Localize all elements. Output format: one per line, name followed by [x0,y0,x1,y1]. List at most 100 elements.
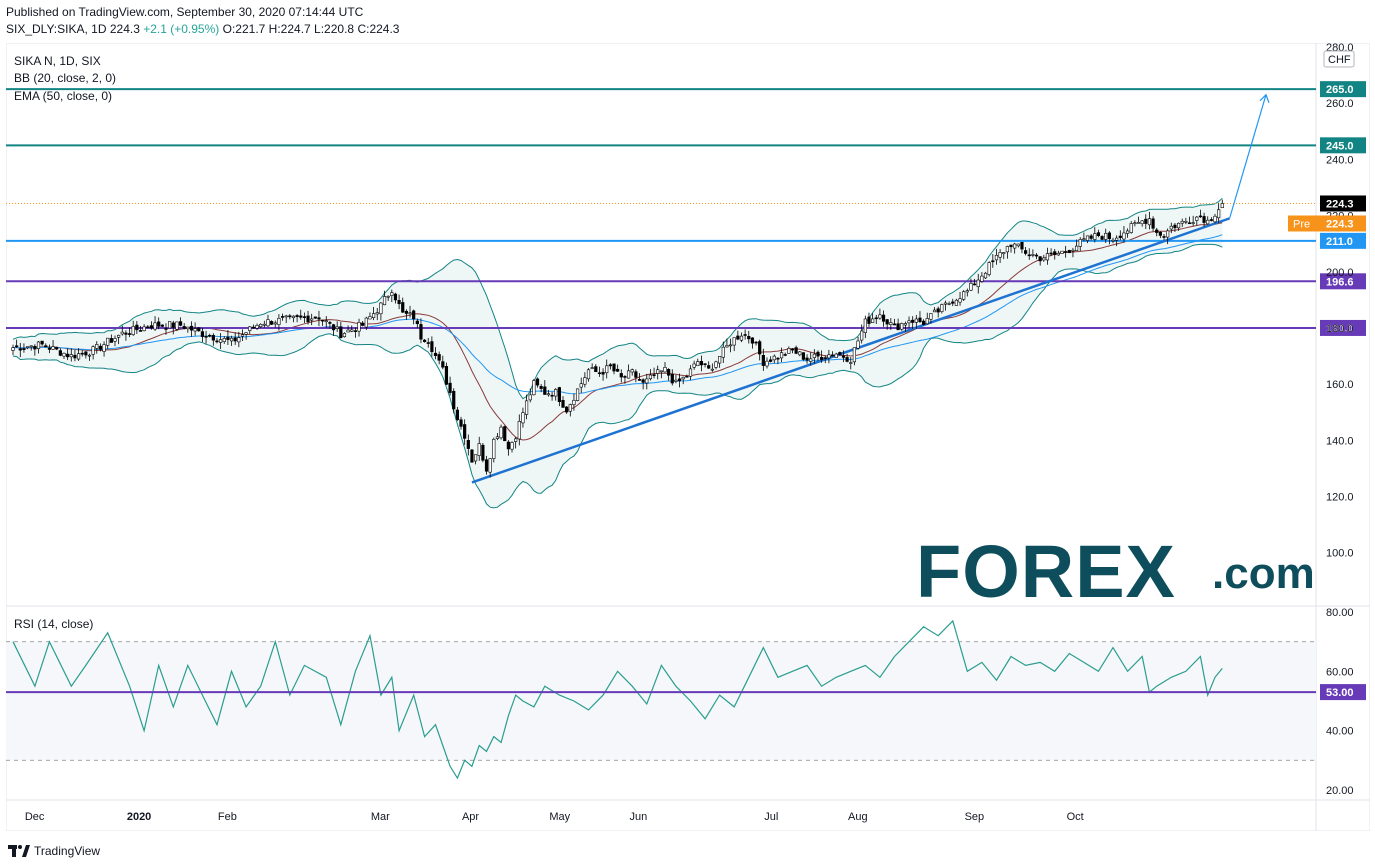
candle-body [787,348,791,354]
candle-body [33,346,37,350]
candle-body [455,409,459,421]
candle-body [40,340,44,345]
candle-body [1202,216,1206,223]
candle-body [1045,253,1050,261]
support-trendline [471,217,1230,484]
candle-body [976,279,980,288]
candle-body [226,336,230,341]
candle-body [430,341,434,352]
candle-body [849,362,853,364]
candle-body [58,350,62,356]
candle-body [794,347,798,354]
candle-body [1195,216,1199,221]
candle-body [466,440,470,449]
candle-body [736,335,740,340]
candle-body [903,323,907,326]
candle-body [117,334,121,338]
change-value: +2.1 (+0.95%) [143,22,220,36]
candle-body [364,317,368,328]
candle-body [415,320,419,325]
candle-body [109,338,113,343]
candle-body [907,320,911,324]
level-label-265.0: 265.0 [1326,84,1354,96]
candle-body [878,314,882,319]
pre-market-price: 224.3 [1326,218,1354,230]
candle-body [288,315,292,318]
level-label-245.0: 245.0 [1326,140,1354,152]
candle-body [87,354,92,357]
candle-body [856,340,860,349]
close-value: C:224.3 [357,22,400,36]
candle-body [677,378,682,382]
candle-body [1180,220,1184,224]
level-tag-245.0 [1320,137,1366,154]
candle-body [1158,231,1162,236]
candle-body [597,372,602,375]
rsi-tick-40: 40.00 [1326,726,1354,738]
chart-frame[interactable]: 265.0 245.0 211.0 196.6 180.0 100.0 120.0 140.0… [5,42,1371,832]
candle-body [412,310,416,320]
candle-body [954,299,958,306]
rsi-level-tag [1320,684,1366,701]
candle-body [1042,257,1046,261]
price-chart-svg[interactable]: 265.0 245.0 211.0 196.6 180.0 100.0 120.0 140.0… [5,42,1371,832]
candle-body [583,377,587,385]
candle-body [1089,235,1093,239]
candle-body [1125,230,1130,234]
candle-body [852,347,857,363]
candle-body [1078,239,1082,247]
candle-body [193,328,197,332]
published-note: Published on TradingView.com, September … [6,5,364,19]
candle-body [710,368,714,371]
candle-body [470,449,474,463]
candle-body [280,316,285,318]
candle-body [284,315,288,318]
candle-body [1071,249,1075,252]
candle-body [382,296,387,306]
candle-body [900,323,904,330]
candle-body [178,321,183,326]
candle-body [51,346,55,350]
candle-body [186,326,190,330]
candle-body [1111,239,1115,242]
candle-body [925,318,929,325]
candle-body [306,315,310,323]
candle-body [707,365,711,369]
candle-body [386,295,390,298]
candle-body [441,361,445,368]
candle-body [1060,250,1064,254]
candle-body [834,353,838,358]
last-price-value: 224.3 [109,22,140,36]
candle-body [211,335,215,341]
candle-body [517,421,521,440]
candle-body [73,354,77,359]
candle-body [987,262,991,275]
candle-body [546,393,551,396]
candle-body [433,352,438,357]
candle-body [747,336,751,340]
candle-body [499,426,503,439]
candle-body [892,323,897,326]
candle-body [652,374,656,376]
candle-body [15,345,19,348]
candle-body [25,346,30,348]
candle-body [259,324,263,328]
candle-body [670,373,674,384]
candle-body [820,357,824,360]
candle-body [237,337,241,343]
candle-body [874,317,878,320]
candle-body [1129,223,1133,233]
candle-body [361,322,365,326]
candle-body [302,316,306,318]
candle-body [994,254,999,261]
tradingview-logo-icon [8,845,30,857]
candle-body [106,337,110,346]
candle-body [841,355,846,358]
candle-body [1217,209,1221,219]
candle-body [648,374,653,380]
candle-body [663,367,667,373]
candle-body [714,361,718,368]
level-label-180.0: 180.0 [1326,323,1354,335]
time-label-oct: Oct [1067,811,1084,823]
candle-body [62,352,66,357]
